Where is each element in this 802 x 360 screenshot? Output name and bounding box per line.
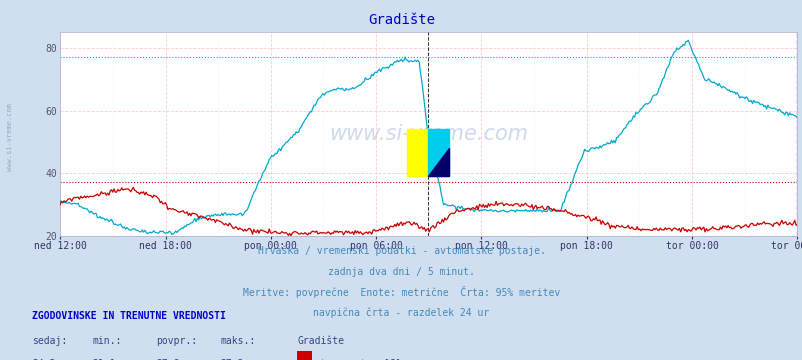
Text: 24,2: 24,2	[32, 359, 55, 360]
Text: ZGODOVINSKE IN TRENUTNE VREDNOSTI: ZGODOVINSKE IN TRENUTNE VREDNOSTI	[32, 311, 225, 321]
Text: 37,3: 37,3	[221, 359, 244, 360]
Text: 27,8: 27,8	[156, 359, 180, 360]
Text: maks.:: maks.:	[221, 336, 256, 346]
Text: www.si-vreme.com: www.si-vreme.com	[7, 103, 14, 171]
Text: zadnja dva dni / 5 minut.: zadnja dva dni / 5 minut.	[328, 267, 474, 277]
Text: www.si-vreme.com: www.si-vreme.com	[329, 124, 528, 144]
Text: 21,1: 21,1	[92, 359, 115, 360]
Text: Meritve: povprečne  Enote: metrične  Črta: 95% meritev: Meritve: povprečne Enote: metrične Črta:…	[242, 285, 560, 298]
Text: min.:: min.:	[92, 336, 122, 346]
Text: sedaj:: sedaj:	[32, 336, 67, 346]
Text: Gradište: Gradište	[367, 13, 435, 27]
Text: temperatura[C]: temperatura[C]	[319, 359, 401, 360]
Polygon shape	[427, 148, 448, 176]
Text: navpična črta - razdelek 24 ur: navpična črta - razdelek 24 ur	[313, 308, 489, 319]
Text: Gradište: Gradište	[297, 336, 344, 346]
Text: povpr.:: povpr.:	[156, 336, 197, 346]
Bar	[427, 129, 448, 176]
Text: Hrvaška / vremenski podatki - avtomatske postaje.: Hrvaška / vremenski podatki - avtomatske…	[257, 245, 545, 256]
Bar	[407, 129, 427, 176]
